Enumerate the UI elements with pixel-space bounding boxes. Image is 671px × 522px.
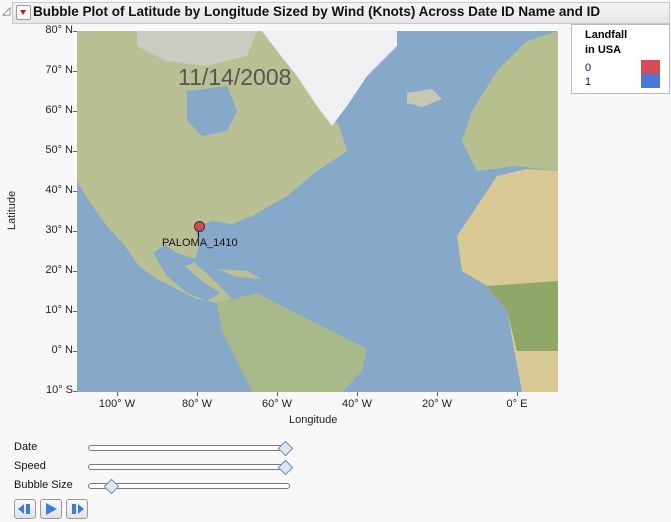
- y-tick-mark: [73, 391, 77, 392]
- y-tick-mark: [73, 71, 77, 72]
- y-tick-mark: [73, 31, 77, 32]
- y-tick-label: 80° N: [45, 24, 73, 36]
- x-tick-label: 0° E: [506, 398, 528, 410]
- legend: Landfall in USA 0 1: [571, 24, 670, 94]
- greenland: [262, 31, 397, 126]
- iceland: [407, 89, 442, 107]
- slider-track[interactable]: [88, 464, 290, 470]
- map-plot[interactable]: [77, 31, 558, 392]
- x-tick-mark: [517, 392, 518, 396]
- y-tick-label: 20° N: [45, 264, 73, 276]
- slider-label: Speed: [14, 460, 46, 472]
- play-button[interactable]: [40, 499, 62, 519]
- slider-track[interactable]: [88, 445, 290, 451]
- bubble-label: PALOMA_1410: [162, 237, 238, 249]
- y-tick-mark: [73, 231, 77, 232]
- step-forward-button[interactable]: [66, 499, 88, 519]
- slider-track[interactable]: [88, 483, 290, 489]
- legend-swatch-0[interactable]: [641, 60, 660, 74]
- x-tick-mark: [197, 392, 198, 396]
- bubble-pin-line: [198, 226, 199, 238]
- y-tick-label: 0° N: [51, 344, 73, 356]
- animation-date-label: 11/14/2008: [178, 64, 292, 90]
- x-tick-mark: [437, 392, 438, 396]
- y-tick-mark: [73, 271, 77, 272]
- report-header: Bubble Plot of Latitude by Longitude Siz…: [12, 2, 670, 24]
- hudson-bay: [187, 86, 237, 136]
- legend-item-1-label: 1: [585, 76, 592, 88]
- x-tick-label: 100° W: [98, 398, 136, 410]
- bubble-paloma[interactable]: [194, 221, 205, 232]
- africa-forest: [487, 281, 558, 351]
- x-tick-mark: [357, 392, 358, 396]
- x-tick-label: 20° W: [421, 398, 453, 410]
- step-back-button[interactable]: [14, 499, 36, 519]
- europe: [462, 31, 558, 171]
- arctic-islands: [137, 31, 257, 66]
- y-tick-label: 70° N: [45, 64, 73, 76]
- y-tick-mark: [73, 111, 77, 112]
- step-forward-icon: [72, 504, 84, 514]
- y-tick-mark: [73, 351, 77, 352]
- x-tick-label: 60° W: [261, 398, 293, 410]
- y-tick-mark: [73, 151, 77, 152]
- y-tick-mark: [73, 191, 77, 192]
- report-title: Bubble Plot of Latitude by Longitude Siz…: [33, 4, 601, 19]
- slider-thumb[interactable]: [277, 440, 294, 457]
- red-triangle-menu-icon[interactable]: [16, 5, 31, 20]
- y-tick-label: 50° N: [45, 144, 73, 156]
- x-tick-mark: [277, 392, 278, 396]
- y-tick-label: 10° S: [45, 384, 73, 396]
- y-tick-label: 40° N: [45, 184, 73, 196]
- slider-label: Date: [14, 441, 38, 453]
- y-tick-label: 30° N: [45, 224, 73, 236]
- x-tick-label: 40° W: [341, 398, 373, 410]
- disclosure-triangle-icon[interactable]: ◿: [2, 4, 11, 17]
- legend-swatch-1[interactable]: [641, 74, 660, 88]
- x-tick-mark: [117, 392, 118, 396]
- x-tick-label: 80° W: [181, 398, 213, 410]
- play-icon: [46, 503, 57, 515]
- y-tick-mark: [73, 311, 77, 312]
- legend-item-0-label: 0: [585, 62, 592, 74]
- slider-label: Bubble Size: [14, 479, 73, 491]
- cuba: [217, 269, 262, 279]
- north-america: [77, 31, 347, 303]
- slider-thumb[interactable]: [277, 459, 294, 476]
- slider-thumb[interactable]: [103, 478, 119, 495]
- y-tick-label: 60° N: [45, 104, 73, 116]
- step-back-icon: [18, 504, 30, 514]
- x-axis-label: Longitude: [289, 414, 338, 426]
- y-axis-label-text: Latitude: [6, 190, 18, 230]
- y-tick-label: 10° N: [45, 304, 73, 316]
- legend-title-1: Landfall: [585, 29, 628, 41]
- legend-title-2: in USA: [585, 44, 622, 56]
- south-america: [217, 293, 367, 392]
- y-axis-label: Latitude: [6, 191, 18, 230]
